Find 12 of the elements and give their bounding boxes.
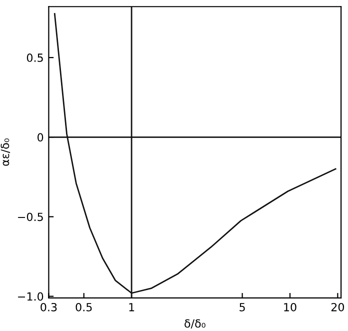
- y-tick-label: −0.5: [18, 212, 43, 222]
- x-tick-label: 1: [129, 303, 134, 312]
- y-axis-title: αε/δ₀: [0, 138, 10, 166]
- x-tick-label: 0.3: [40, 302, 57, 312]
- y-tick-label: 0: [38, 133, 44, 142]
- y-tick-label: 0.5: [26, 54, 43, 62]
- x-tick-label: 10: [284, 302, 296, 312]
- y-tick-label: −1.0: [18, 292, 44, 301]
- x-tick-label: 0.5: [76, 302, 92, 312]
- x-axis-title: δ/δ₀: [184, 319, 206, 329]
- x-tick-label: 5: [240, 303, 245, 312]
- x-tick-label: 20: [331, 302, 344, 312]
